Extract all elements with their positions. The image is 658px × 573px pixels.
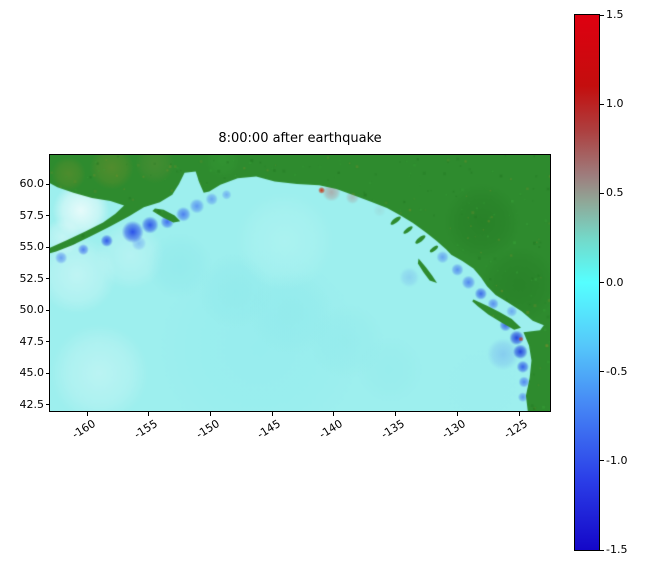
y-tick-mark	[46, 309, 50, 311]
colorbar-tick-label: -1.0	[606, 453, 628, 467]
x-tick-label: -155	[131, 417, 160, 442]
y-tick-label: 45.0	[19, 366, 45, 380]
colorbar-tick-mark	[599, 549, 604, 551]
y-tick-label: 57.5	[19, 208, 45, 222]
x-tick-label: -130	[440, 417, 469, 442]
x-tick-mark	[333, 412, 335, 416]
x-tick-label: -145	[255, 417, 284, 442]
x-tick-mark	[395, 412, 397, 416]
x-tick-label: -150	[193, 417, 222, 442]
x-tick-mark	[518, 412, 520, 416]
x-tick-mark	[456, 412, 458, 416]
y-tick-mark	[46, 341, 50, 343]
map-canvas	[49, 154, 551, 412]
y-tick-mark	[46, 372, 50, 374]
y-tick-label: 50.0	[19, 303, 45, 317]
x-tick-label: -140	[316, 417, 345, 442]
y-tick-mark	[46, 215, 50, 217]
colorbar-tick-mark	[599, 371, 604, 373]
colorbar-tick-mark	[599, 14, 604, 16]
x-tick-label: -125	[501, 417, 531, 442]
colorbar-gradient	[575, 15, 599, 550]
y-tick-label: 52.5	[19, 271, 45, 285]
colorbar-tick-label: 0.0	[606, 275, 624, 289]
y-tick-mark	[46, 404, 50, 406]
y-tick-label: 47.5	[19, 334, 45, 348]
y-tick-label: 42.5	[19, 397, 45, 411]
y-tick-mark	[46, 183, 50, 185]
colorbar-tick-label: 0.5	[606, 186, 624, 200]
y-tick-label: 60.0	[19, 177, 45, 190]
x-tick-label: -135	[378, 417, 407, 442]
colorbar	[574, 14, 600, 551]
x-tick-mark	[271, 412, 273, 416]
x-tick-mark	[148, 412, 150, 416]
colorbar-tick-mark	[599, 282, 604, 283]
colorbar-tick-mark	[599, 460, 604, 462]
colorbar-tick-label: -0.5	[606, 364, 628, 378]
x-tick-mark	[209, 412, 211, 416]
x-tick-label: -160	[69, 417, 98, 442]
colorbar-tick-label: 1.5	[606, 8, 624, 21]
colorbar-tick-mark	[599, 192, 604, 194]
plot-title: 8:00:00 after earthquake	[218, 131, 382, 146]
colorbar-tick-label: 1.0	[606, 97, 624, 111]
y-tick-mark	[46, 278, 50, 280]
y-tick-label: 55.0	[19, 240, 45, 254]
y-tick-mark	[46, 246, 50, 248]
colorbar-tick-label: -1.5	[606, 543, 628, 556]
colorbar-tick-mark	[599, 103, 604, 105]
x-tick-mark	[86, 412, 88, 416]
